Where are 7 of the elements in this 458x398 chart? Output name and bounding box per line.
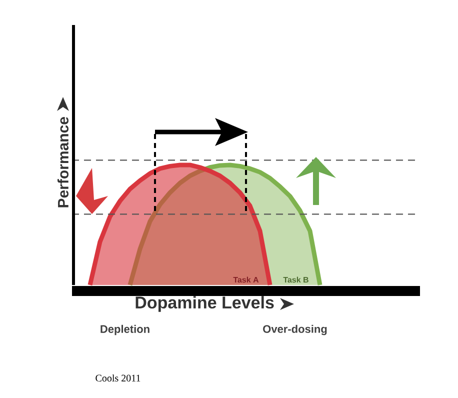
x-axis-title: Dopamine Levels <box>136 296 274 312</box>
text: Over-dosing <box>263 324 327 336</box>
series-label: Task A <box>233 276 259 283</box>
y-axis-title: Performance <box>58 117 69 208</box>
series-label: Task B <box>283 276 308 283</box>
text: Cools 2011 <box>96 374 140 382</box>
text: Depletion <box>100 324 150 336</box>
